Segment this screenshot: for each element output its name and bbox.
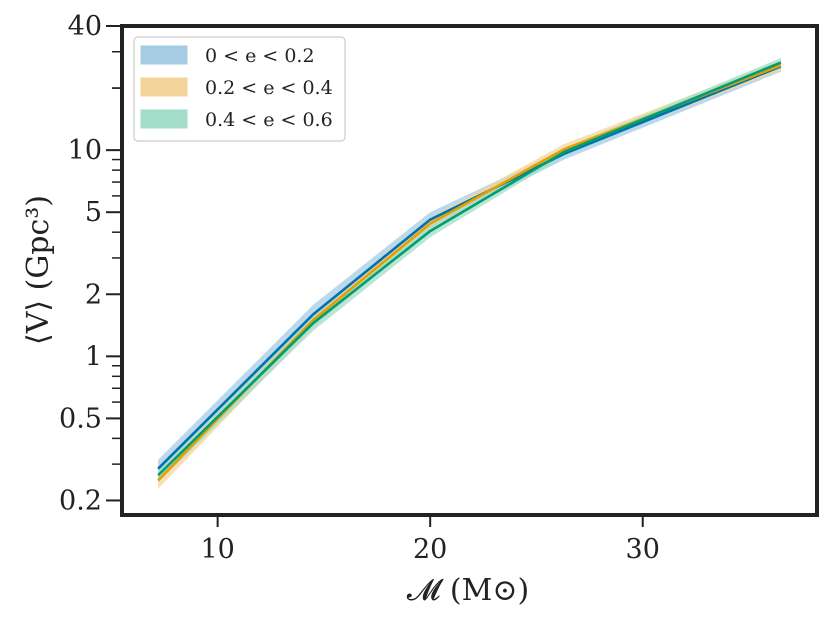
y-tick-label: 10 xyxy=(68,135,102,166)
axes-border xyxy=(120,24,819,517)
y-axis: 0.2 0.5 1 2 5 10 40 xyxy=(59,11,120,516)
y-axis-title: ⟨V⟩ (Gpc³) xyxy=(21,195,56,345)
legend: 0 < e < 0.2 0.2 < e < 0.4 0.4 < e < 0.6 xyxy=(133,36,346,142)
legend-label: 0.2 < e < 0.4 xyxy=(205,77,333,99)
x-tick-label: 30 xyxy=(626,534,660,565)
legend-swatch xyxy=(140,45,188,65)
legend-label: 0 < e < 0.2 xyxy=(205,45,315,67)
y-tick-label: 40 xyxy=(68,11,102,42)
x-axis-title: 𝓜 (M⊙) xyxy=(407,573,529,608)
line-series-0 xyxy=(157,65,782,470)
y-tick-label: 5 xyxy=(85,197,102,228)
legend-label: 0.4 < e < 0.6 xyxy=(205,109,333,131)
line-series-2 xyxy=(157,61,782,477)
legend-swatch xyxy=(140,109,188,129)
y-tick-label: 0.2 xyxy=(59,485,102,516)
y-tick-label: 2 xyxy=(85,279,102,310)
y-tick-label: 0.5 xyxy=(59,403,102,434)
series-lines xyxy=(157,61,782,482)
legend-swatch xyxy=(140,77,188,97)
x-tick-label: 20 xyxy=(413,534,447,565)
y-tick-label: 1 xyxy=(85,341,102,372)
x-tick-label: 10 xyxy=(200,534,234,565)
plot-frame xyxy=(120,24,819,517)
x-axis: 10 20 30 xyxy=(200,517,660,565)
